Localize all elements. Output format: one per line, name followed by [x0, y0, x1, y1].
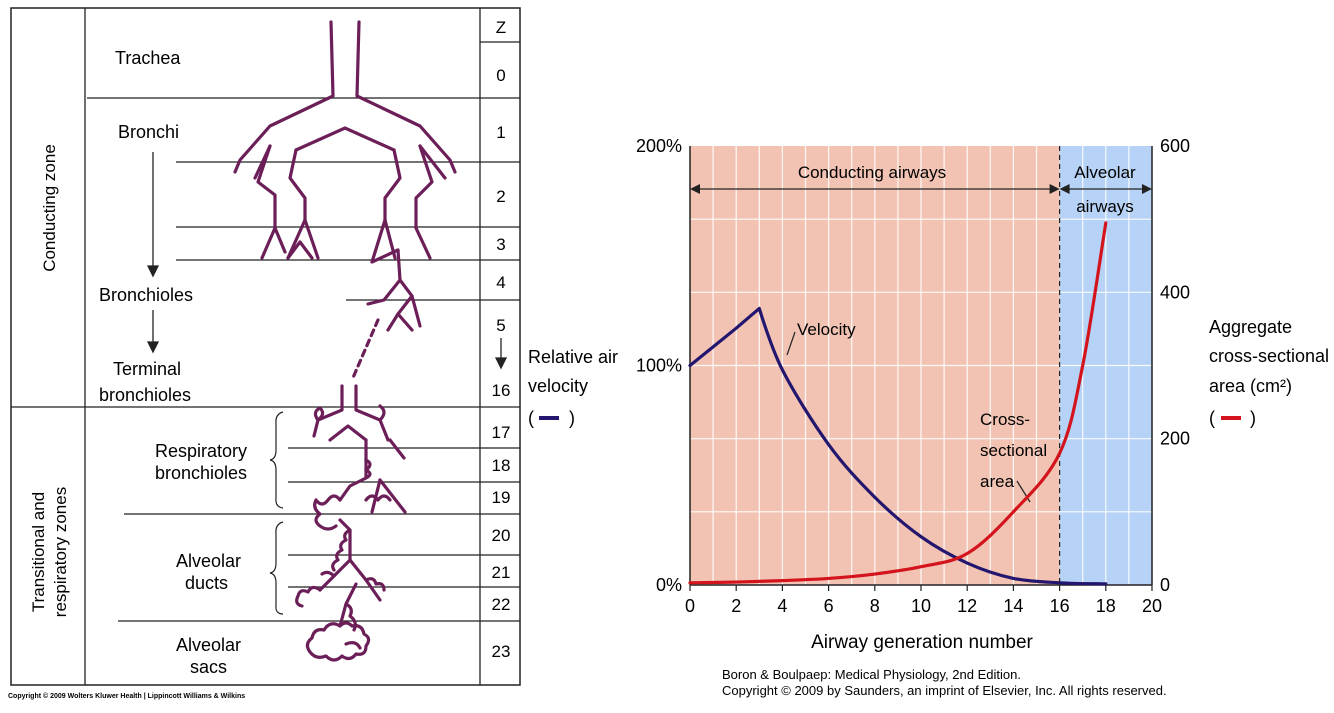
z-number-23: 23	[492, 642, 511, 661]
z-number-21: 21	[492, 563, 511, 582]
x-tick-label: 20	[1142, 596, 1162, 616]
z-number-17: 17	[492, 423, 511, 442]
progression-arrows	[146, 152, 160, 354]
credit-line-2: Copyright © 2009 by Saunders, an imprint…	[722, 683, 1167, 698]
alveolar-airways-arrow-head-right	[1142, 184, 1152, 194]
airway-tree	[233, 20, 457, 662]
right-axis-title-2: cross-sectional	[1209, 346, 1329, 366]
bronchi-label: Bronchi	[118, 122, 179, 142]
generation-lines	[87, 41, 520, 622]
z-header: Z	[496, 18, 506, 37]
terminal-bronchioles-label-2: bronchioles	[99, 385, 191, 405]
x-axis-title: Airway generation number	[811, 632, 1033, 653]
z-number-20: 20	[492, 526, 511, 545]
x-tick-label: 4	[777, 596, 787, 616]
braces	[269, 411, 284, 615]
velocity-line	[688, 306, 1108, 586]
z-number-1: 1	[496, 123, 505, 142]
alveolar-sacs-label-2: sacs	[190, 657, 227, 677]
respiratory-bronchioles-label-1: Respiratory	[155, 441, 247, 461]
left-copyright: Copyright © 2009 Wolters Kluwer Health |…	[8, 692, 245, 700]
x-tick-label: 8	[870, 596, 880, 616]
alveolar-ducts-label-1: Alveolar	[176, 551, 241, 571]
z-numbers: 0 1 2 3 4 5 16 17 18 19 20 21 22 23	[492, 66, 511, 661]
left-axis-title-2: velocity	[528, 376, 588, 396]
left-y-tick-label: 200%	[636, 136, 682, 156]
alveolar-airways-label-1: Alveolar	[1074, 163, 1136, 182]
conducting-airways-arrow-head-right	[1049, 184, 1060, 194]
x-tick-label: 6	[824, 596, 834, 616]
conducting-zone-label: Conducting zone	[40, 144, 59, 272]
z-number-22: 22	[492, 595, 511, 614]
right-y-tick-label: 600	[1160, 136, 1190, 156]
z-number-19: 19	[492, 488, 511, 507]
x-tick-label: 2	[731, 596, 741, 616]
z-number-18: 18	[492, 456, 511, 475]
z-number-16: 16	[492, 381, 511, 400]
chart-series	[688, 221, 1108, 586]
left-y-tick-label: 0%	[656, 575, 682, 595]
conducting-airways-label: Conducting airways	[798, 163, 946, 182]
velocity-leader	[786, 331, 796, 356]
z-number-5: 5	[496, 316, 505, 335]
x-tick-label: 10	[911, 596, 931, 616]
right-axis-title-1: Aggregate	[1209, 317, 1292, 337]
chart-axes	[689, 146, 1153, 591]
z-number-3: 3	[496, 235, 505, 254]
z-number-2: 2	[496, 187, 505, 206]
alveolar-sacs-label-1: Alveolar	[176, 635, 241, 655]
z-number-0: 0	[496, 66, 505, 85]
right-axis-title-3: area (cm²)	[1209, 376, 1292, 396]
right-y-tick-label: 400	[1160, 282, 1190, 302]
bronchioles-label: Bronchioles	[99, 285, 193, 305]
x-tick-label: 18	[1096, 596, 1116, 616]
transitional-zone-label: Transitional and	[29, 492, 48, 612]
chart-grid	[690, 146, 1152, 585]
cross-sectional-annotation-3: area	[980, 472, 1015, 491]
alveolar-airways-label-2: airways	[1076, 197, 1134, 216]
alveolar-airways-arrow-head-left	[1059, 184, 1070, 194]
respiratory-bronchioles-label-2: bronchioles	[155, 463, 247, 483]
left-axis-title-1: Relative air	[528, 347, 618, 367]
diagram-frame	[10, 7, 521, 686]
alveolar-ducts-label-2: ducts	[185, 573, 228, 593]
z-number-4: 4	[496, 273, 505, 292]
right-y-tick-label: 0	[1160, 575, 1170, 595]
x-tick-label: 12	[957, 596, 977, 616]
velocity-annotation: Velocity	[797, 320, 856, 339]
cross-sectional-annotation-1: Cross-	[980, 410, 1030, 429]
z-down-arrow	[494, 338, 508, 370]
x-tick-label: 0	[685, 596, 695, 616]
right-y-tick-label: 200	[1160, 429, 1190, 449]
terminal-bronchioles-label-1: Terminal	[113, 359, 181, 379]
cross-sectional-annotation-2: sectional	[980, 441, 1047, 460]
left-y-tick-label: 100%	[636, 356, 682, 376]
trachea-label: Trachea	[115, 48, 181, 68]
respiratory-zone-label: respiratory zones	[51, 487, 70, 617]
airway-generation-diagram: Conducting zone Transitional and respira…	[8, 7, 521, 700]
x-tick-label: 14	[1003, 596, 1023, 616]
credit-line-1: Boron & Boulpaep: Medical Physiology, 2n…	[722, 667, 1021, 682]
cross-sectional-area-line	[688, 221, 1108, 585]
conducting-airways-arrow-head-left	[690, 184, 700, 194]
x-tick-label: 16	[1050, 596, 1070, 616]
